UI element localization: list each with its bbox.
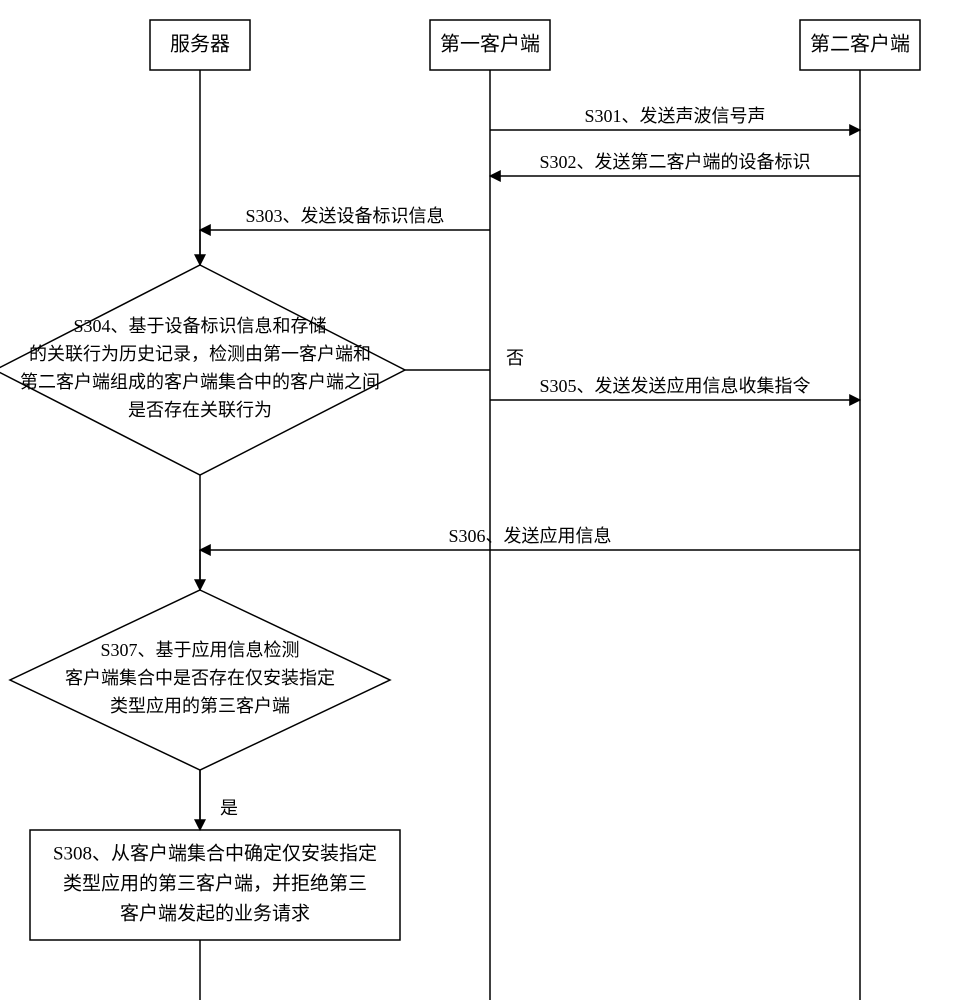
svg-text:否: 否 — [506, 348, 524, 368]
svg-text:S301、发送声波信号声: S301、发送声波信号声 — [584, 106, 765, 126]
svg-text:客户端发起的业务请求: 客户端发起的业务请求 — [120, 902, 310, 924]
svg-text:客户端集合中是否存在仅安装指定: 客户端集合中是否存在仅安装指定 — [65, 668, 335, 688]
svg-text:S302、发送第二客户端的设备标识: S302、发送第二客户端的设备标识 — [539, 152, 810, 172]
svg-text:S304、基于设备标识信息和存储: S304、基于设备标识信息和存储 — [73, 316, 326, 336]
svg-text:是否存在关联行为: 是否存在关联行为 — [128, 400, 272, 420]
svg-text:第一客户端: 第一客户端 — [440, 33, 540, 56]
svg-text:是: 是 — [220, 798, 238, 818]
svg-text:S303、发送设备标识信息: S303、发送设备标识信息 — [245, 206, 444, 226]
svg-text:第二客户端: 第二客户端 — [810, 33, 910, 56]
svg-text:类型应用的第三客户端，并拒绝第三: 类型应用的第三客户端，并拒绝第三 — [63, 872, 367, 894]
svg-text:S305、发送发送应用信息收集指令: S305、发送发送应用信息收集指令 — [539, 376, 810, 396]
svg-text:的关联行为历史记录，检测由第一客户端和: 的关联行为历史记录，检测由第一客户端和 — [29, 344, 371, 364]
svg-text:第二客户端组成的客户端集合中的客户端之间: 第二客户端组成的客户端集合中的客户端之间 — [20, 372, 380, 392]
svg-text:类型应用的第三客户端: 类型应用的第三客户端 — [110, 696, 290, 716]
svg-text:服务器: 服务器 — [170, 33, 230, 56]
svg-text:S306、发送应用信息: S306、发送应用信息 — [448, 526, 611, 546]
svg-text:S307、基于应用信息检测: S307、基于应用信息检测 — [100, 640, 299, 660]
svg-text:S308、从客户端集合中确定仅安装指定: S308、从客户端集合中确定仅安装指定 — [53, 842, 377, 864]
